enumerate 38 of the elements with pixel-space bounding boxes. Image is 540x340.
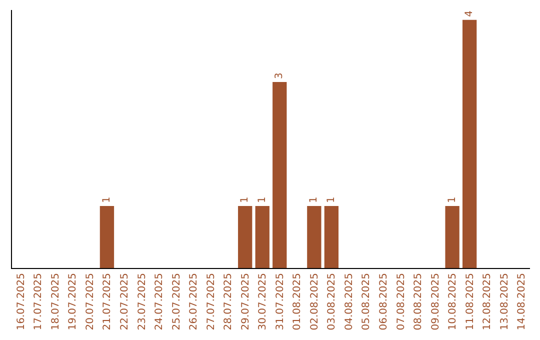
data-label: 1 [101,196,112,203]
x-tick-label: 18.07.2025 [50,273,62,330]
x-tick-label: 03.08.2025 [326,273,338,330]
data-label: 4 [464,10,476,17]
x-tick-label: 26.07.2025 [188,273,200,330]
x-tick-label: 20.07.2025 [84,273,96,330]
data-label: 1 [326,196,337,203]
x-tick-label: 06.08.2025 [378,273,390,330]
x-tick-label: 27.07.2025 [206,273,217,330]
x-tick-label: 02.08.2025 [309,273,320,330]
x-tick-label: 01.08.2025 [292,273,304,330]
x-tick-label: 25.07.2025 [171,273,182,330]
x-tick-label: 24.07.2025 [154,273,166,330]
x-tick-label: 16.07.2025 [16,273,27,330]
x-tick-label: 23.07.2025 [136,273,148,330]
data-label: 1 [446,196,458,203]
data-label: 1 [308,196,320,203]
data-label: 1 [240,196,251,203]
x-tick-label: 07.08.2025 [396,273,407,330]
x-tick-label: 11.08.2025 [464,273,476,330]
x-tick-label: 14.08.2025 [516,273,528,330]
x-tick-label: 08.08.2025 [413,273,424,330]
x-tick-label: 19.07.2025 [68,273,79,330]
x-tick-label: 30.07.2025 [258,273,269,330]
x-tick-label: 10.08.2025 [448,273,459,330]
x-tick-label: 09.08.2025 [430,273,442,330]
x-tick-label: 28.07.2025 [223,273,234,330]
x-tick-label: 29.07.2025 [240,273,252,330]
x-tick-label: 31.07.2025 [274,273,286,330]
x-tick-label: 17.07.2025 [33,273,44,330]
x-tick-label: 22.07.2025 [119,273,130,330]
x-tick-label: 13.08.2025 [499,273,510,330]
x-tick-label: 21.07.2025 [102,273,114,330]
data-label: 1 [256,196,268,203]
x-tick-label: 05.08.2025 [361,273,372,330]
data-label: 3 [274,72,286,79]
x-tick-label: 04.08.2025 [344,273,355,330]
x-tick-label: 12.08.2025 [482,273,494,330]
